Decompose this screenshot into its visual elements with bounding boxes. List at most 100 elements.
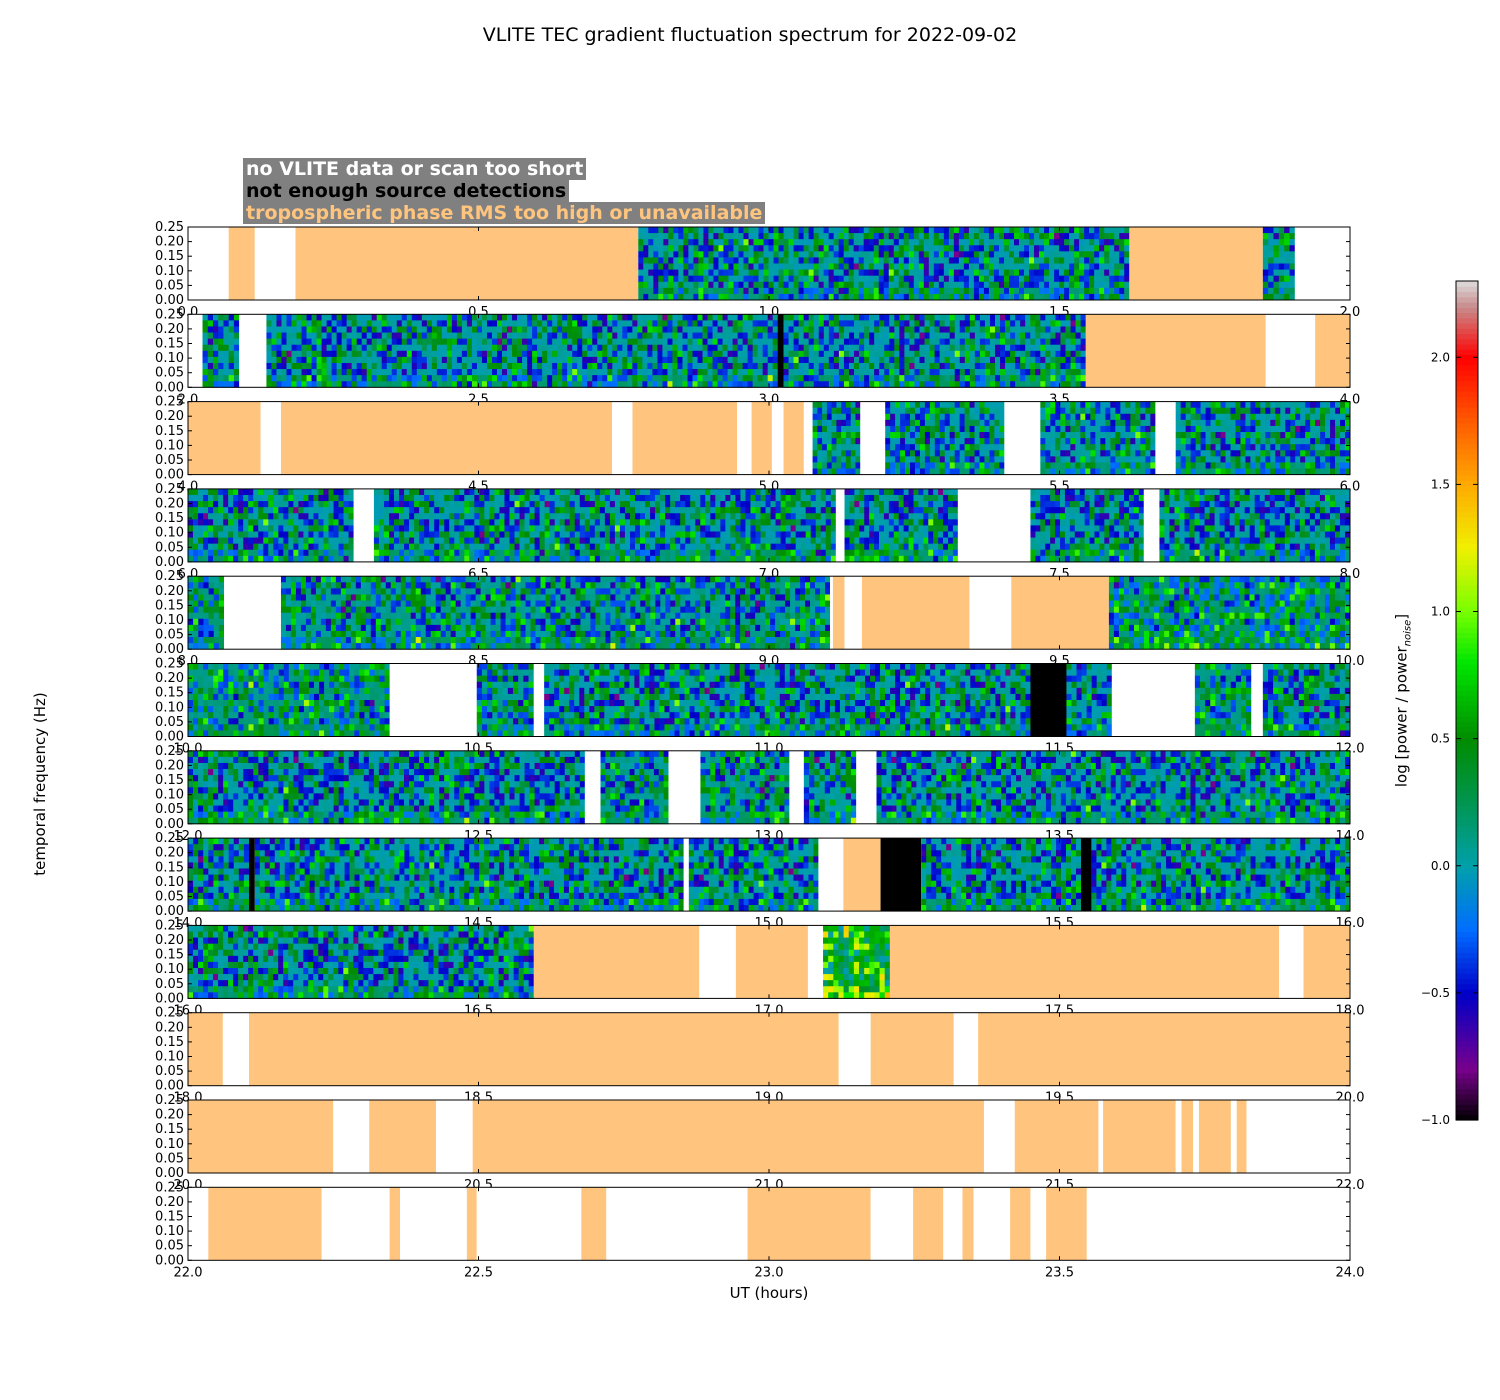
y-tick-label: 0.25 xyxy=(155,569,184,584)
no-data-segment xyxy=(1143,488,1160,562)
spectrum-segment xyxy=(1108,576,1351,650)
y-tick-label: 0.15 xyxy=(155,424,184,439)
spectrum-segment xyxy=(803,750,857,825)
y-tick-label: 0.25 xyxy=(155,1006,184,1021)
tropo-segment xyxy=(1014,1100,1099,1173)
y-tick-label: 0.25 xyxy=(155,831,184,846)
tropo-segment xyxy=(228,227,255,300)
spectrum-segment xyxy=(823,925,891,999)
y-tick-label: 0.25 xyxy=(155,482,184,497)
y-tick-label: 0.05 xyxy=(155,366,184,381)
no-data-segment xyxy=(737,401,752,475)
spectrum-segment xyxy=(188,838,250,912)
spectrum-segment xyxy=(921,838,1082,912)
tropo-segment xyxy=(389,1187,401,1261)
y-tick-label: 0.20 xyxy=(155,235,184,250)
spectrum-segment xyxy=(188,663,391,737)
tropo-segment xyxy=(188,1012,223,1086)
y-tick-label: 0.20 xyxy=(155,758,184,773)
colorbar-tick-label: 1.0 xyxy=(1431,605,1450,619)
y-tick-label: 0.10 xyxy=(155,1137,184,1152)
tropo-segment xyxy=(1103,1100,1176,1173)
y-tick-label: 0.25 xyxy=(155,220,184,235)
y-tick-label: 0.20 xyxy=(155,671,184,686)
y-tick-label: 0.15 xyxy=(155,686,184,701)
y-tick-label: 0.00 xyxy=(155,642,184,657)
no-data-segment xyxy=(856,750,877,824)
spectrum-segment xyxy=(1091,838,1351,912)
no-data-segment xyxy=(353,488,374,562)
y-tick-label: 0.20 xyxy=(155,1195,184,1210)
y-tick-label: 0.20 xyxy=(155,933,184,948)
no-data-segment xyxy=(957,488,1031,562)
tropo-segment xyxy=(1303,925,1350,999)
no-data-segment xyxy=(838,1012,871,1086)
no-data-segment xyxy=(983,1100,1015,1173)
legend: no VLITE data or scan too short not enou… xyxy=(243,158,766,224)
no-data-segment xyxy=(436,1100,473,1173)
y-tick-label: 0.20 xyxy=(155,497,184,512)
spectrum-segment xyxy=(1030,488,1145,563)
no-data-segment xyxy=(1193,1100,1199,1173)
y-tick-label: 0.05 xyxy=(155,890,184,905)
y-tick-label: 0.25 xyxy=(155,657,184,672)
y-tick-label: 0.25 xyxy=(155,307,184,322)
y-tick-label: 0.20 xyxy=(155,1108,184,1123)
no-data-segment xyxy=(943,1187,963,1261)
no-data-segment xyxy=(1030,1187,1047,1261)
spectrum-segment xyxy=(1040,401,1156,475)
tropo-segment xyxy=(913,1187,944,1261)
tropo-segment xyxy=(1046,1187,1087,1261)
spectrum-segment xyxy=(844,488,959,563)
tropo-segment xyxy=(1181,1100,1194,1173)
no-data-segment xyxy=(953,1012,979,1086)
spectrum-segment xyxy=(1175,401,1351,475)
spectrum-segment xyxy=(885,401,1005,475)
no-data-segment xyxy=(835,488,845,562)
tropo-segment xyxy=(832,576,845,650)
x-tick-label: 22.0 xyxy=(174,1265,203,1280)
no-data-segment xyxy=(1265,314,1316,388)
spectrum-segment xyxy=(544,663,1031,737)
spectrum-segment xyxy=(1066,663,1113,737)
no-data-segment xyxy=(254,227,296,300)
no-data-segment xyxy=(533,663,545,737)
tropo-segment xyxy=(735,925,808,999)
tropo-segment xyxy=(208,1187,322,1261)
x-tick-label: 22.5 xyxy=(464,1265,493,1280)
no-data-segment xyxy=(224,576,281,650)
tropo-segment xyxy=(472,1100,984,1173)
no-data-segment xyxy=(1004,401,1041,475)
tropo-segment xyxy=(280,401,613,475)
colorbar-tick-label: 0.5 xyxy=(1431,732,1450,746)
no-data-segment xyxy=(606,1187,748,1261)
no-data-segment xyxy=(222,1012,250,1086)
no-data-segment xyxy=(1111,663,1195,737)
tropo-segment xyxy=(1011,576,1109,650)
spectrum-segment xyxy=(1159,488,1351,563)
tropo-segment xyxy=(843,838,881,912)
x-tick-label: 23.0 xyxy=(755,1265,784,1280)
no-data-segment xyxy=(1279,925,1304,999)
panel-5: 0.000.050.100.150.200.258.0 8.5 9.0 9.5 10.0 xyxy=(155,569,1364,669)
y-tick-label: 0.00 xyxy=(155,380,184,395)
y-axis-label: temporal frequency (Hz) xyxy=(31,692,49,876)
no-data-segment xyxy=(870,1187,914,1261)
no-data-segment xyxy=(188,227,229,300)
y-tick-label: 0.10 xyxy=(155,526,184,541)
y-tick-label: 0.15 xyxy=(155,337,184,352)
y-tick-label: 0.15 xyxy=(155,511,184,526)
colorbar-label-sub: noise xyxy=(1402,619,1414,647)
no-data-segment xyxy=(830,576,833,650)
legend-tropospheric: tropospheric phase RMS too high or unava… xyxy=(243,202,766,224)
spectrum-segment xyxy=(254,838,684,912)
no-data-segment xyxy=(668,750,701,824)
spectrum-segment xyxy=(373,488,837,563)
spectrum-segment xyxy=(188,925,535,999)
y-tick-label: 0.15 xyxy=(155,948,184,963)
no-data-segment xyxy=(1086,1187,1350,1261)
